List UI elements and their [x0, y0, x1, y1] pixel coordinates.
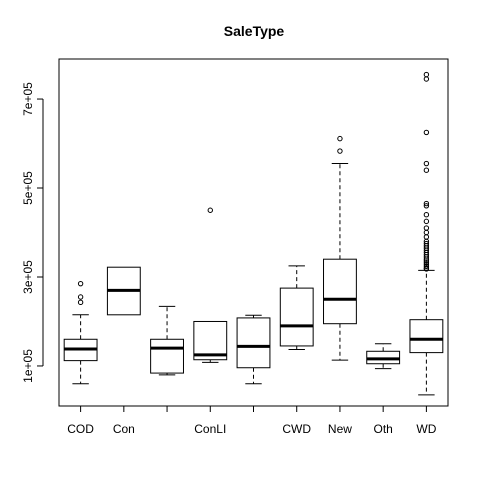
y-tick-label: 5e+05	[21, 171, 35, 205]
x-tick-label: Con	[113, 422, 135, 436]
outlier-point	[77, 294, 84, 300]
y-axis: 1e+05 3e+05 5e+05 7e+05	[21, 82, 44, 383]
outlier-point	[423, 260, 430, 266]
iqr-box	[150, 338, 184, 374]
outlier-point	[423, 265, 430, 271]
iqr-box	[279, 287, 314, 347]
outlier-point	[423, 234, 430, 240]
outlier-point	[423, 240, 430, 247]
outlier-point	[423, 71, 430, 78]
x-axis: COD Con ConLI CWD New Oth WD	[67, 405, 437, 436]
outlier-point	[423, 261, 430, 268]
y-tick-label: 7e+05	[21, 82, 35, 116]
box-conli	[193, 207, 228, 363]
x-tick-label: ConLI	[194, 422, 226, 436]
iqr-box	[409, 319, 444, 354]
outlier-point	[423, 212, 430, 218]
outlier-point	[423, 76, 430, 82]
outlier-point	[423, 203, 430, 209]
x-tick-label: Oth	[373, 422, 392, 436]
x-tick-label: CWD	[282, 422, 311, 436]
y-tick-label: 1e+05	[21, 349, 35, 383]
box-conlw	[236, 314, 271, 385]
outlier-point	[423, 229, 430, 236]
box-con	[106, 266, 141, 316]
outlier-point	[423, 129, 430, 136]
x-tick-label: WD	[416, 422, 436, 436]
outlier-point	[77, 299, 84, 306]
outlier-point	[207, 207, 213, 213]
box-conld	[150, 305, 184, 376]
outlier-point	[423, 225, 430, 231]
outlier-point	[77, 280, 84, 287]
y-tick-label: 3e+05	[21, 260, 35, 294]
outlier-point	[423, 263, 430, 270]
iqr-box	[323, 258, 357, 325]
outlier-point	[423, 167, 430, 173]
box-new	[323, 135, 357, 361]
boxes-layer	[63, 71, 444, 396]
outlier-point	[337, 148, 343, 154]
box-cwd	[279, 265, 314, 351]
outlier-point	[337, 135, 343, 142]
outlier-point	[423, 218, 430, 225]
outlier-point	[423, 160, 430, 167]
chart-title: SaleType	[224, 23, 285, 39]
x-tick-label: New	[328, 422, 352, 436]
iqr-box	[236, 317, 271, 369]
x-tick-label: COD	[67, 422, 94, 436]
box-oth	[366, 343, 401, 370]
box-cod	[63, 280, 98, 385]
box-wd	[409, 71, 444, 396]
outlier-point	[423, 200, 430, 207]
